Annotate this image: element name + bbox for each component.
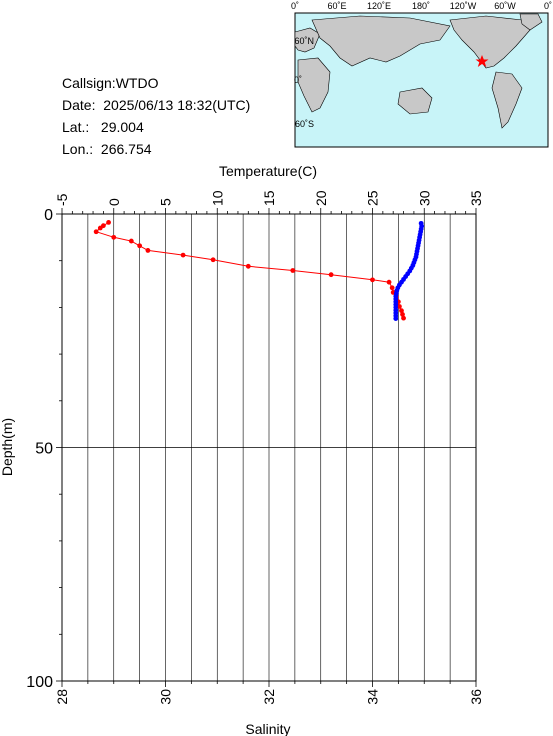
temperature-data-point — [328, 272, 334, 278]
temperature-series-line — [95, 221, 404, 319]
series-layer — [93, 220, 425, 322]
temperature-data-point — [97, 225, 103, 231]
australia-land — [397, 87, 433, 115]
map-left-ticks: 60˚N 0˚ 60˚S — [294, 36, 314, 129]
temperature-data-point — [245, 263, 251, 269]
latitude-text: Lat.: 29.004 — [62, 119, 144, 135]
temperature-data-point — [137, 243, 143, 249]
station-marker-icon — [475, 55, 489, 67]
temperature-tick-label: 35 — [468, 190, 484, 206]
salinity-tick-label: 30 — [158, 689, 174, 705]
temperature-data-point — [389, 285, 395, 291]
temperature-tick-label: 30 — [416, 190, 432, 206]
depth-tick-label: 50 — [35, 441, 53, 458]
temperature-tick-label: 5 — [158, 198, 174, 206]
station-info: Callsign:WTDO Date: 2025/06/13 18:32(UTC… — [62, 72, 250, 160]
temperature-data-point — [386, 279, 392, 285]
salinity-tick-label: 28 — [54, 689, 70, 705]
temperature-data-point — [290, 268, 296, 273]
map-tick-120w: 120˚W — [450, 1, 477, 11]
temperature-tick-label: 15 — [261, 190, 277, 206]
salinity-tick-label: 36 — [468, 689, 484, 705]
date-text: Date: 2025/06/13 18:32(UTC) — [62, 97, 251, 113]
temperature-tick-label: 25 — [365, 190, 381, 206]
map-tick-180: 180˚ — [412, 1, 430, 11]
map-tick-60e: 60˚E — [327, 1, 346, 11]
temperature-data-point — [106, 220, 111, 225]
temperature-axis-label: Temperature(C) — [219, 163, 317, 179]
temperature-data-point — [180, 252, 186, 258]
salinity-tick-label: 32 — [261, 689, 277, 705]
temperature-data-point — [397, 304, 402, 309]
north-america-land — [449, 15, 531, 69]
map-tick-0-end: 0˚ — [544, 1, 552, 11]
temperature-data-point — [111, 234, 117, 240]
temperature-tick-label: 20 — [313, 190, 329, 206]
salinity-axis-label: Salinity — [245, 721, 290, 736]
temperature-data-point — [145, 248, 151, 253]
depth-tick-label: 0 — [44, 207, 53, 224]
temperature-tick-label: -5 — [54, 193, 70, 206]
depth-tick-label: 100 — [26, 674, 53, 691]
temperature-tick-label: 0 — [106, 198, 122, 206]
salinity-tick-label: 34 — [365, 689, 381, 705]
map-tick-0: 0˚ — [291, 1, 299, 11]
depth-ticks: 0 50 100 — [26, 207, 62, 691]
map-tick-60s: 60˚S — [295, 119, 314, 129]
map-top-ticks: 0˚ 60˚E 120˚E 180˚ 120˚W 60˚W 0˚ — [291, 1, 552, 11]
temperature-data-point — [128, 238, 134, 244]
temperature-data-point — [401, 315, 406, 321]
map-land — [294, 13, 543, 129]
europe-land — [294, 27, 321, 53]
temperature-data-point — [210, 257, 216, 263]
callsign-text: Callsign:WTDO — [62, 75, 159, 91]
asia-land — [311, 15, 451, 67]
greenland-land — [519, 13, 543, 31]
salinity-ticks: 28 30 32 34 36 — [54, 681, 484, 705]
africa-land — [297, 57, 331, 113]
temperature-data-point — [370, 277, 375, 283]
depth-axis-label: Depth(m) — [0, 418, 15, 476]
temperature-ticks: -5 0 5 10 15 20 25 30 35 — [54, 190, 484, 214]
map-tick-60n: 60˚N — [294, 36, 314, 46]
temperature-data-point — [400, 312, 405, 317]
map-tick-120e: 120˚E — [367, 1, 391, 11]
temperature-data-point — [93, 229, 99, 235]
south-america-land — [491, 71, 523, 129]
chart-grid — [61, 214, 477, 681]
location-map: 0˚ 60˚E 120˚E 180˚ 120˚W 60˚W 0˚ 60˚N 0˚… — [291, 1, 552, 148]
temperature-data-point — [399, 308, 404, 314]
map-tick-60w: 60˚W — [494, 1, 516, 11]
salinity-data-point — [393, 316, 399, 322]
temperature-tick-label: 10 — [209, 190, 225, 206]
longitude-text: Lon.: 266.754 — [62, 141, 152, 157]
map-tick-equator: 0˚ — [294, 75, 302, 85]
